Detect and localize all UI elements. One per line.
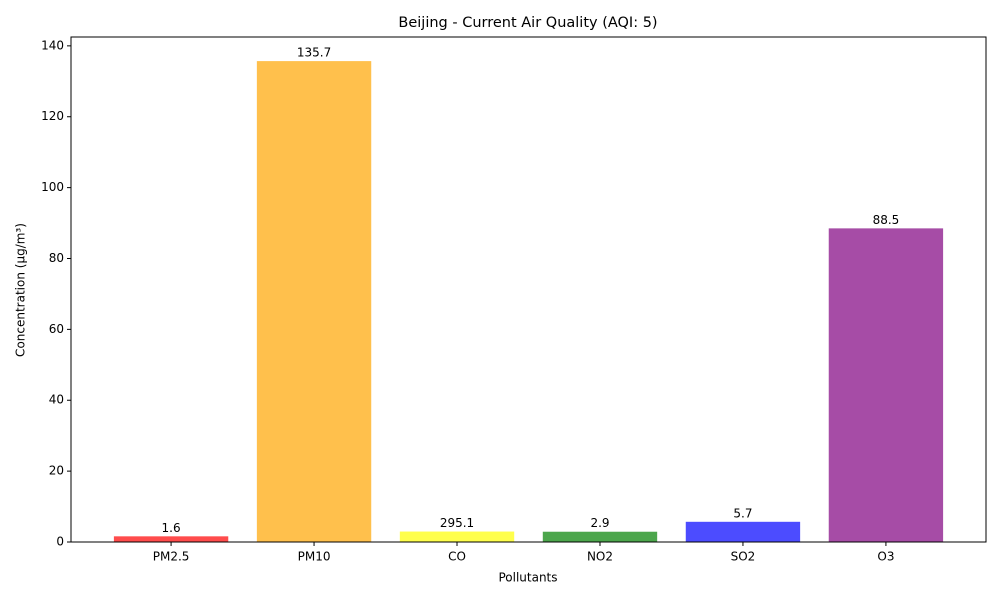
chart-title: Beijing - Current Air Quality (AQI: 5) [398,15,657,31]
value-label: 135.7 [297,46,331,60]
value-label: 2.9 [590,516,609,530]
y-tick-label: 80 [49,251,64,265]
plot-frame [70,36,987,543]
y-tick-label: 100 [41,180,64,194]
value-label: 5.7 [733,506,752,520]
y-tick-label: 0 [56,535,64,549]
y-tick-label: 40 [49,393,64,407]
y-tick-label: 60 [49,322,64,336]
x-tick-label: SO2 [731,550,756,564]
bar [399,531,515,542]
value-label: 88.5 [873,213,900,227]
y-tick-label: 140 [41,38,64,52]
x-tick-label: NO2 [587,550,613,564]
x-tick-label: PM10 [298,550,331,564]
x-tick-label: O3 [877,550,894,564]
y-axis-label: Concentration (μg/m³) [14,223,28,357]
x-axis-label: Pollutants [498,571,557,585]
y-tick-label: 120 [41,109,64,123]
bar [542,531,658,542]
x-tick-label: CO [448,550,466,564]
bar [828,228,944,543]
x-tick-label: PM2.5 [153,550,190,564]
value-label: 295.1 [440,516,474,530]
y-tick-label: 20 [49,464,64,478]
value-label: 1.6 [162,521,181,535]
bar [113,536,229,542]
bar [685,521,801,542]
bar [256,61,372,543]
